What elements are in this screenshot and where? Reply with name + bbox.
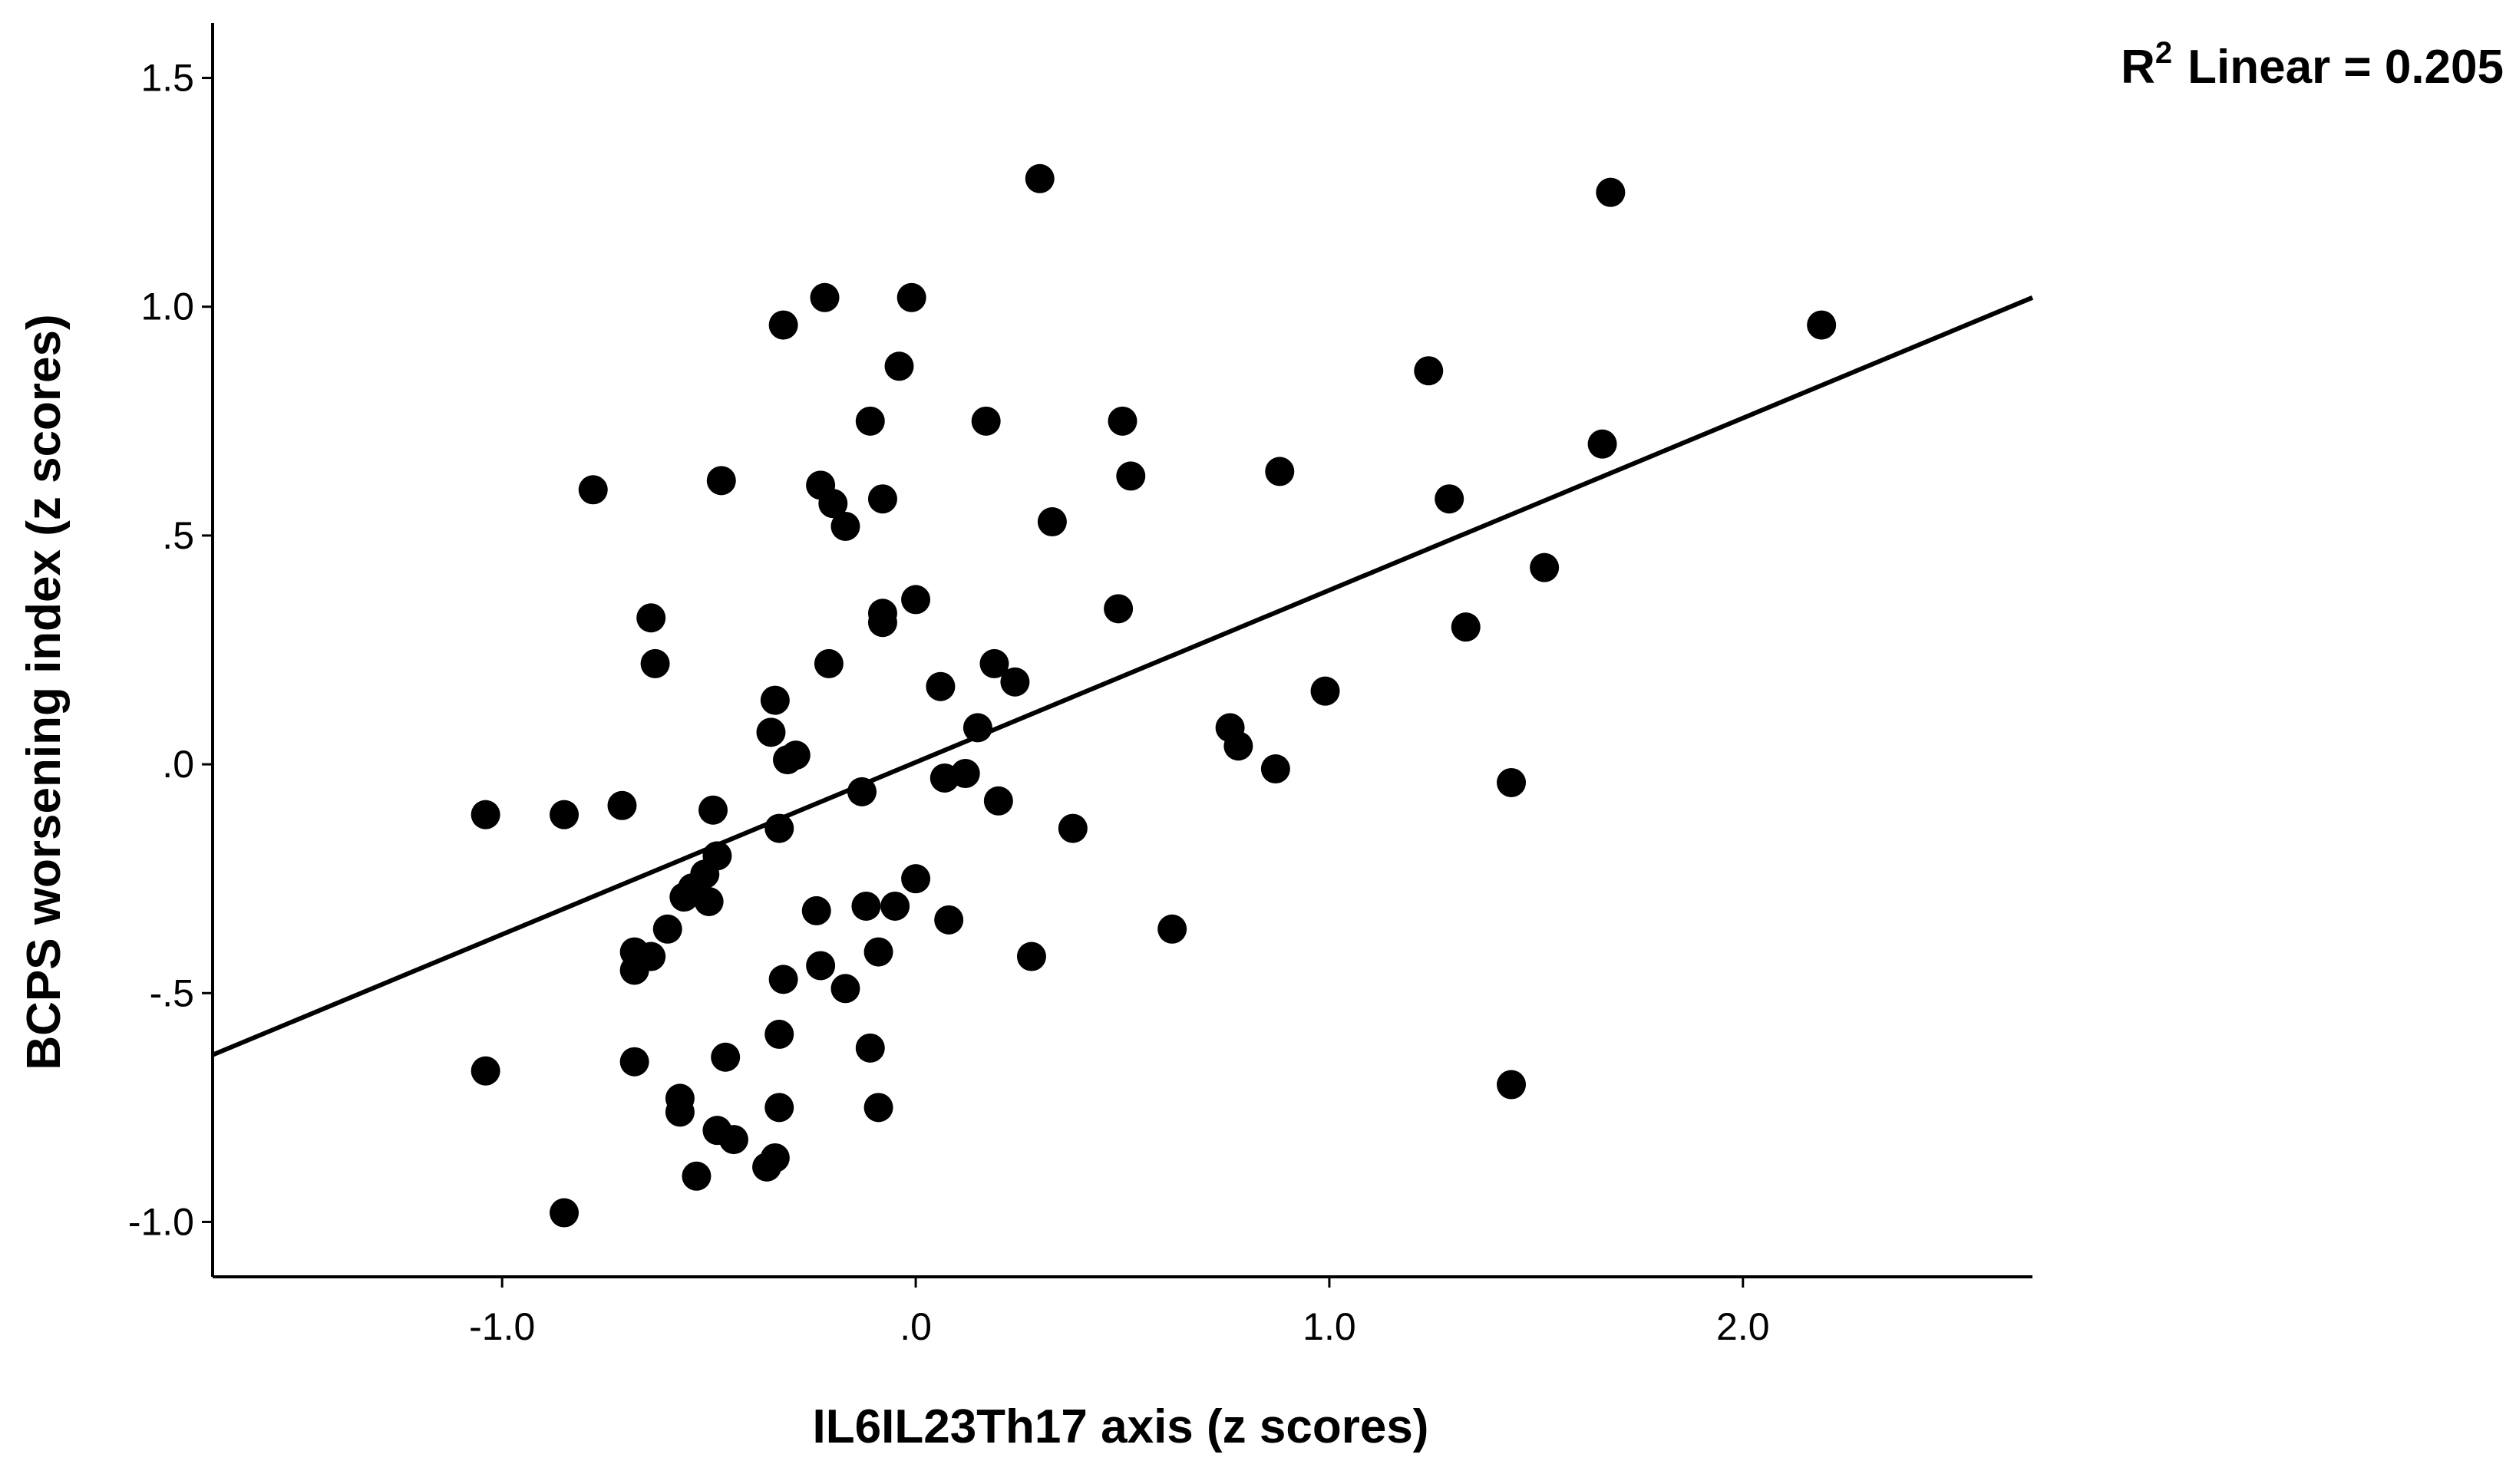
data-point bbox=[880, 891, 910, 921]
data-point bbox=[1223, 731, 1253, 761]
data-point bbox=[665, 1097, 695, 1127]
r2-prefix: R bbox=[2121, 41, 2155, 94]
data-point bbox=[619, 1047, 649, 1077]
data-point bbox=[652, 914, 682, 944]
data-point bbox=[1058, 813, 1088, 843]
data-point bbox=[1116, 461, 1146, 491]
data-point bbox=[814, 648, 844, 678]
data-point bbox=[1310, 676, 1340, 706]
data-point bbox=[901, 585, 931, 615]
data-point bbox=[471, 800, 500, 829]
data-point bbox=[1587, 429, 1617, 459]
data-point bbox=[1000, 667, 1030, 697]
data-point bbox=[983, 786, 1013, 816]
data-point bbox=[1157, 914, 1187, 944]
plot-area bbox=[211, 163, 2034, 1228]
data-point bbox=[867, 484, 897, 514]
data-point bbox=[847, 777, 877, 806]
data-point bbox=[1104, 594, 1134, 624]
data-point bbox=[926, 671, 956, 701]
data-point bbox=[1260, 754, 1290, 784]
data-point bbox=[607, 790, 637, 820]
data-point bbox=[764, 1019, 794, 1049]
data-point bbox=[619, 955, 649, 985]
data-point bbox=[636, 603, 666, 633]
data-point bbox=[830, 974, 860, 1004]
data-point bbox=[1530, 552, 1560, 582]
data-point bbox=[971, 406, 1001, 436]
y-tick-label: 1.0 bbox=[140, 285, 194, 328]
data-point bbox=[934, 905, 964, 935]
data-point bbox=[718, 1125, 748, 1155]
data-point bbox=[806, 951, 836, 981]
data-point bbox=[706, 466, 736, 496]
data-point bbox=[1037, 507, 1067, 537]
x-tick-label: 1.0 bbox=[1303, 1305, 1356, 1348]
data-point bbox=[1108, 406, 1137, 436]
data-point bbox=[884, 351, 914, 381]
data-point bbox=[1596, 177, 1626, 207]
data-point bbox=[851, 891, 881, 921]
x-tick-label: 2.0 bbox=[1716, 1305, 1770, 1348]
data-point bbox=[768, 965, 798, 994]
data-point bbox=[810, 282, 840, 312]
data-point bbox=[640, 648, 670, 678]
data-point bbox=[1807, 310, 1837, 340]
data-point bbox=[578, 475, 608, 505]
data-point bbox=[950, 759, 980, 789]
data-point bbox=[901, 864, 931, 894]
data-point bbox=[1414, 356, 1444, 386]
data-point bbox=[471, 1056, 500, 1086]
data-point bbox=[682, 1161, 712, 1191]
data-point bbox=[1451, 612, 1481, 642]
x-axis-title: IL6IL23Th17 axis (z scores) bbox=[813, 1400, 1429, 1453]
y-tick-label: -1.0 bbox=[128, 1200, 194, 1243]
y-tick-label: .0 bbox=[162, 743, 194, 786]
x-tick-label: -1.0 bbox=[469, 1305, 535, 1348]
r2-text: Linear = 0.205 bbox=[2187, 41, 2504, 94]
data-point bbox=[896, 282, 926, 312]
data-point bbox=[1497, 1070, 1527, 1100]
data-point bbox=[698, 795, 728, 825]
data-point bbox=[1016, 942, 1046, 971]
axes: -1.0 -.5 .0 .5 1.0 1.5 -1.0 .0 1.0 2.0 bbox=[128, 23, 2032, 1348]
y-tick-label: .5 bbox=[162, 514, 194, 557]
r2-annotation: R2 Linear = 0.205 bbox=[2121, 36, 2504, 94]
data-point bbox=[830, 511, 860, 541]
data-point bbox=[694, 886, 724, 916]
data-point bbox=[863, 1093, 893, 1123]
data-point bbox=[962, 713, 992, 743]
linear-fit-line bbox=[211, 295, 2034, 1057]
data-point bbox=[756, 717, 786, 747]
data-point bbox=[818, 489, 848, 519]
data-point bbox=[1025, 163, 1055, 193]
data-point bbox=[855, 406, 885, 436]
data-point bbox=[855, 1033, 885, 1063]
data-point bbox=[550, 800, 579, 829]
data-point bbox=[1265, 457, 1295, 486]
data-point bbox=[801, 895, 831, 925]
data-point bbox=[760, 685, 790, 715]
data-point bbox=[669, 882, 699, 912]
data-point bbox=[711, 1042, 741, 1072]
x-tick-label: .0 bbox=[900, 1305, 932, 1348]
y-tick-label: 1.5 bbox=[140, 57, 194, 100]
data-point bbox=[979, 648, 1009, 678]
data-point bbox=[1497, 767, 1527, 797]
r2-superscript: 2 bbox=[2155, 36, 2172, 70]
data-point bbox=[764, 1093, 794, 1123]
data-point bbox=[752, 1152, 782, 1182]
data-point bbox=[768, 310, 798, 340]
y-tick-label: -.5 bbox=[150, 971, 194, 1014]
data-point bbox=[764, 813, 794, 843]
data-point bbox=[781, 740, 811, 770]
data-point bbox=[1435, 484, 1464, 514]
data-point bbox=[863, 937, 893, 967]
data-point bbox=[867, 608, 897, 638]
y-axis-title: BCPS worsening index (z scores) bbox=[18, 314, 71, 1070]
data-point bbox=[550, 1198, 579, 1228]
